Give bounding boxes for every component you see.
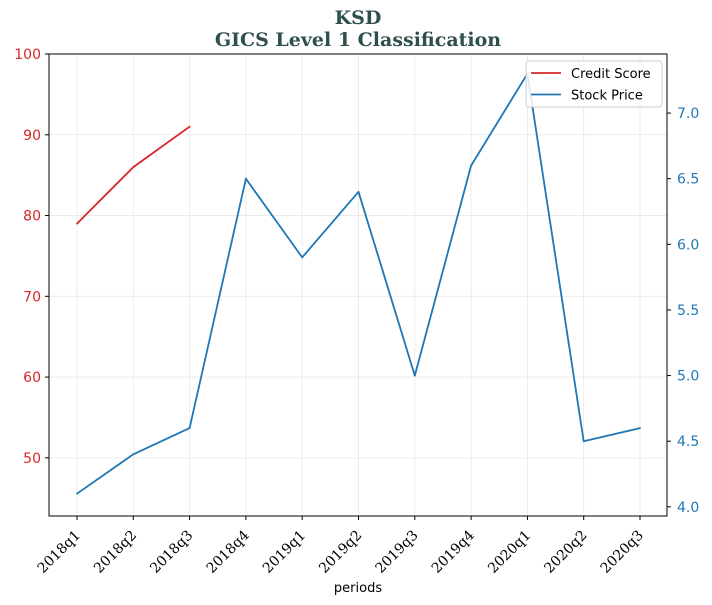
chart-subtitle: GICS Level 1 Classification: [215, 29, 501, 51]
data-point: [188, 125, 191, 128]
data-point: [301, 256, 304, 259]
right-tick-label: 4.5: [677, 434, 699, 450]
right-tick-label: 4.0: [677, 500, 699, 516]
data-point: [132, 453, 135, 456]
data-point: [582, 440, 585, 443]
chart-title: KSD: [335, 7, 382, 29]
x-tick-label: 2019q1: [260, 528, 309, 577]
left-tick-label: 90: [23, 128, 41, 144]
left-tick-label: 50: [23, 451, 41, 467]
data-point: [76, 222, 78, 225]
right-tick-label: 6.0: [677, 237, 699, 253]
right-tick-label: 5.5: [677, 303, 699, 319]
x-tick-label: 2020q2: [541, 528, 590, 577]
grid: [49, 53, 667, 516]
data-point: [188, 427, 191, 429]
right-tick-label: 7.0: [677, 106, 699, 122]
left-tick-label: 100: [14, 47, 41, 63]
right-tick-label: 6.5: [677, 172, 699, 188]
data-point: [76, 492, 78, 495]
left-tick-label: 80: [23, 209, 41, 225]
x-tick-label: 2019q2: [316, 528, 365, 577]
data-point: [639, 427, 641, 429]
data-point: [132, 166, 135, 168]
left-y-axis: 50 60 70 80 90 100: [14, 47, 49, 467]
data-point: [357, 190, 360, 193]
legend: Credit Score Stock Price: [525, 60, 663, 108]
right-tick-label: 5.0: [677, 369, 699, 385]
x-tick-label: 2018q3: [147, 528, 196, 577]
x-tick-label: 2018q4: [204, 527, 253, 576]
x-axis: 2018q1 2018q2 2018q3 2018q4 2019q1 2019q2 2019…: [35, 516, 647, 577]
right-y-axis: 4.0 4.5 5.0 5.5 6.0 6.5 7.0: [667, 106, 699, 516]
left-tick-label: 70: [23, 289, 41, 305]
data-point: [413, 374, 416, 377]
legend-label: Credit Score: [571, 67, 651, 82]
data-point: [245, 177, 247, 180]
legend-label: Stock Price: [571, 89, 643, 104]
left-tick-label: 60: [23, 370, 41, 386]
x-tick-label: 2019q3: [372, 528, 421, 577]
x-axis-label: periods: [334, 581, 382, 596]
plot-frame: [48, 53, 668, 517]
data-point: [470, 164, 472, 167]
x-tick-label: 2018q2: [91, 528, 140, 577]
x-tick-label: 2020q3: [598, 528, 647, 577]
x-tick-label: 2019q4: [429, 527, 478, 576]
x-tick-label: 2020q1: [485, 528, 534, 577]
x-tick-label: 2018q1: [35, 528, 84, 577]
